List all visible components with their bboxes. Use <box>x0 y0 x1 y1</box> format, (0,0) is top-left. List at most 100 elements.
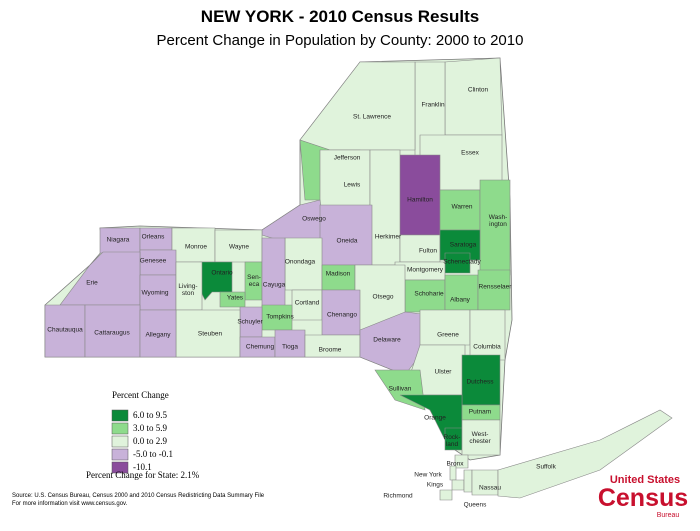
county-label: Essex <box>461 150 479 157</box>
legend-swatch <box>111 435 129 448</box>
logo-top: United States <box>610 474 680 486</box>
county-label: Chautauqua <box>47 327 83 334</box>
legend-label: 3.0 to 5.9 <box>133 423 168 433</box>
county-label: Orange <box>424 415 446 422</box>
county-label: Franklin <box>421 102 445 109</box>
county-label: Albany <box>450 297 471 304</box>
county <box>397 154 441 236</box>
county-label: Rock-land <box>444 433 461 447</box>
county <box>59 251 141 306</box>
county-label: Ulster <box>435 369 453 376</box>
source: Source: U.S. Census Bureau, Census 2000 … <box>12 493 265 499</box>
county <box>461 419 501 456</box>
legend-swatch <box>111 461 129 474</box>
county-label: Genesee <box>140 258 167 265</box>
legend-label: -10.1 <box>133 462 152 472</box>
county-label: Wayne <box>229 244 249 251</box>
county-label: Yates <box>227 295 244 302</box>
county-label: Steuben <box>198 331 223 338</box>
county-label: Rensselaer <box>479 284 513 291</box>
county-label: Herkimer <box>375 234 402 241</box>
county-label: Living-ston <box>178 282 197 296</box>
county <box>477 269 511 311</box>
county-label: New York <box>414 472 442 479</box>
county <box>497 409 673 499</box>
county-label: Madison <box>326 271 351 278</box>
legend-title: Percent Change <box>112 390 169 400</box>
county-label: Bronx <box>447 461 465 468</box>
county-label: Warren <box>451 204 472 211</box>
county-label: Schuyler <box>237 319 263 326</box>
county-label: Putnam <box>469 409 491 416</box>
county-label: West-chester <box>469 430 491 444</box>
county <box>419 309 471 346</box>
county-label: Schenectady <box>443 259 481 266</box>
county-label: Orleans <box>142 234 166 241</box>
county <box>139 309 177 358</box>
counties: Clinton Franklin St. Lawrence Essex Jefferso… <box>44 57 673 509</box>
county <box>469 309 506 361</box>
county-label: Monroe <box>185 244 207 251</box>
legend-label: -5.0 to -0.1 <box>133 449 173 459</box>
county-label: Kings <box>427 482 444 489</box>
county-label: Niagara <box>107 237 130 244</box>
county-label: Broome <box>319 347 342 354</box>
county-label: Schoharie <box>414 291 444 298</box>
county-label: Nassau <box>479 485 501 492</box>
county-label: Erie <box>86 280 98 287</box>
county-label: Saratoga <box>450 242 477 249</box>
county-label: Chemung <box>246 344 275 351</box>
county-label: Sullivan <box>389 386 412 393</box>
title: NEW YORK - 2010 Census Results <box>201 7 479 26</box>
county-label: Allegany <box>146 332 172 339</box>
county <box>451 479 465 491</box>
county-label: Wash-ington <box>489 213 508 227</box>
county-label: Greene <box>437 332 459 339</box>
county-label: Fulton <box>419 248 437 255</box>
county-label: Cortland <box>295 300 320 307</box>
county-label: Montgomery <box>407 267 444 274</box>
county <box>319 204 373 266</box>
county-label: Delaware <box>373 337 401 344</box>
county-label: Wyoming <box>141 290 168 297</box>
county-label: Chenango <box>327 312 357 319</box>
county <box>439 229 481 261</box>
county-label: Jefferson <box>334 155 361 162</box>
county <box>444 57 503 136</box>
county <box>261 237 286 317</box>
legend: 6.0 to 9.5 3.0 to 5.9 0.0 to 2.9 -5.0 to -0… <box>111 409 173 474</box>
county <box>444 274 479 311</box>
legend-swatch <box>111 409 129 422</box>
county-label: Cattaraugus <box>94 330 130 337</box>
county-label: Tompkins <box>266 314 294 321</box>
county-label: Oneida <box>337 238 358 245</box>
county-label: Ontario <box>211 270 233 277</box>
legend-swatch <box>111 422 129 435</box>
county-label: St. Lawrence <box>353 114 391 121</box>
county <box>463 469 473 493</box>
logo-main: Census <box>598 484 688 512</box>
state-change: Percent Change for State: 2.1% <box>86 470 200 480</box>
legend-label: 0.0 to 2.9 <box>133 436 168 446</box>
county-label: Oswego <box>302 216 326 223</box>
county <box>449 465 457 481</box>
county-label: Dutchess <box>466 379 494 386</box>
county-label: Columbia <box>473 344 501 351</box>
county-label: Suffolk <box>536 464 557 471</box>
source: For more information visit www.census.go… <box>12 501 128 507</box>
county-label: Tioga <box>282 344 298 351</box>
county <box>299 61 416 151</box>
legend-label: 6.0 to 9.5 <box>133 410 168 420</box>
county-label: Hamilton <box>407 197 433 204</box>
county <box>369 149 401 266</box>
county-label: Clinton <box>468 87 489 94</box>
county-label: Richmond <box>383 493 413 500</box>
legend-swatch <box>111 448 129 461</box>
logo-bottom: Bureau <box>657 512 680 519</box>
subtitle: Percent Change in Population by County: … <box>157 32 524 49</box>
county <box>454 454 469 469</box>
county-label: Lewis <box>344 182 361 189</box>
county-label: Queens <box>464 502 488 509</box>
county <box>439 489 453 501</box>
